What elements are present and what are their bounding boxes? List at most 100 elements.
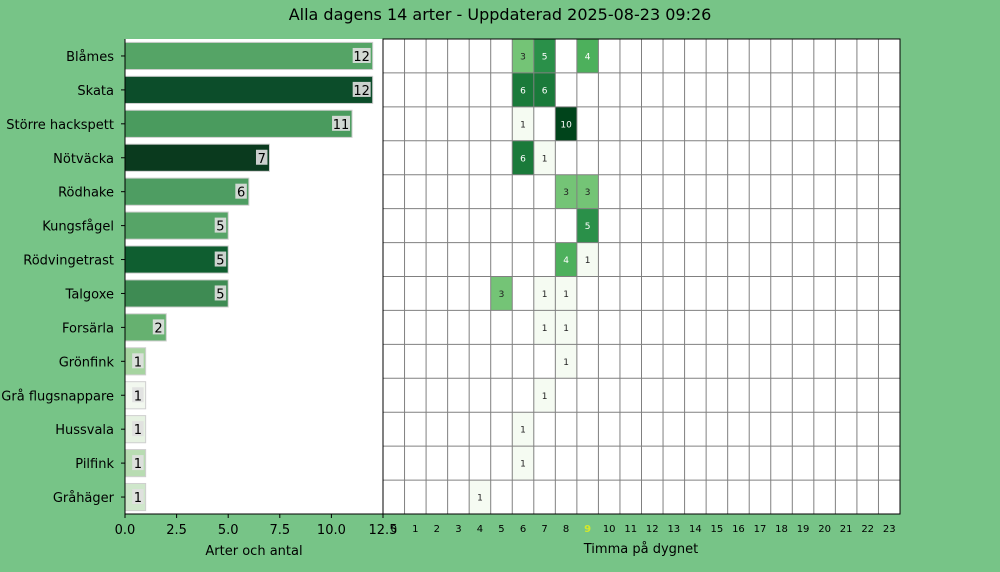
bar-x-tick-label: 7.5: [269, 523, 290, 538]
bar-value-label: 12: [353, 50, 370, 65]
heatmap-cell-label: 1: [520, 460, 526, 470]
heatmap-x-tick-label: 23: [883, 524, 896, 535]
heatmap-x-tick-label: 2: [434, 524, 440, 535]
heatmap-x-tick-label: 18: [775, 524, 788, 535]
heatmap-cell: [576, 174, 599, 209]
heatmap-x-tick-label: 15: [711, 524, 724, 535]
bar-value-box: [235, 183, 247, 199]
bar-y-tick-label: Grå flugsnappare: [1, 389, 114, 404]
bar-y-tick-label: Kungsfågel: [42, 220, 114, 235]
bar-value-box: [132, 387, 144, 403]
bar-y-tick-label: Grönfink: [59, 355, 115, 370]
bar-value-label: 1: [134, 423, 142, 438]
bar-value-box: [255, 149, 268, 165]
chart-title: Alla dagens 14 arter - Uppdaterad 2025-0…: [289, 5, 712, 24]
heatmap-x-tick-label: 16: [732, 524, 745, 535]
heatmap-cell: [512, 446, 534, 481]
heatmap-x-tick-label: 9: [584, 524, 591, 535]
heatmap-cell: [533, 39, 556, 73]
bar-value-label: 5: [216, 254, 224, 269]
bar-value-box: [132, 353, 144, 369]
heatmap-cell-label: 1: [477, 494, 483, 504]
bar-y-tick-label: Rödvingetrast: [23, 254, 114, 269]
heatmap-cell-label: 10: [560, 120, 572, 130]
bar-value-box: [132, 421, 144, 437]
bar-value-box: [132, 455, 144, 471]
heatmap-x-axis-label: Timma på dygnet: [583, 542, 698, 557]
heatmap-cell: [576, 208, 599, 243]
bar-y-tick-label: Rödhake: [58, 186, 114, 201]
bar: [124, 41, 374, 71]
heatmap-x-tick-label: 21: [840, 524, 853, 535]
bar-value-box: [214, 285, 227, 301]
heatmap-cell: [576, 242, 599, 277]
heatmap-x-tick-label: 12: [646, 524, 659, 535]
heatmap-cell-label: 6: [520, 86, 526, 96]
bar-value-box: [214, 251, 227, 267]
bar-y-tick-label: Pilfink: [75, 457, 114, 472]
bar-y-tick-label: Gråhäger: [53, 491, 115, 506]
heatmap-x-tick-label: 8: [563, 524, 569, 535]
bar-x-tick-label: 5.0: [218, 523, 239, 538]
bar: [124, 279, 229, 308]
bar-value-label: 5: [216, 287, 224, 302]
heatmap-cell-label: 4: [563, 256, 569, 266]
bar-value-label: 7: [258, 152, 266, 167]
heatmap-x-tick-label: 5: [498, 524, 504, 535]
heatmap-x-tick-label: 10: [603, 524, 616, 535]
bar: [124, 245, 229, 274]
bar-value-box: [214, 217, 227, 233]
heatmap-cell-label: 3: [585, 188, 591, 198]
heatmap-cell-label: 1: [563, 290, 569, 300]
heatmap-cell: [533, 276, 556, 311]
bar-value-box: [332, 115, 351, 131]
heatmap-x-tick-label: 0: [391, 524, 397, 535]
heatmap-x-tick-label: 14: [689, 524, 702, 535]
heatmap-x-tick-label: 17: [754, 524, 767, 535]
heatmap-frame: [382, 38, 901, 515]
heatmap-cell-label: 1: [520, 120, 526, 130]
heatmap-x-tick-label: 13: [667, 524, 680, 535]
heatmap-cell: [576, 39, 599, 73]
heatmap-cell-label: 1: [542, 290, 548, 300]
heatmap-x-tick-label: 6: [520, 524, 526, 535]
heatmap-cell: [512, 140, 534, 175]
heatmap-x-tick-label: 1: [412, 524, 418, 535]
heatmap-cell-label: 3: [563, 188, 569, 198]
bar-value-label: 1: [134, 389, 142, 404]
bar-y-tick-label: Blåmes: [66, 50, 114, 65]
bar: [124, 143, 270, 172]
heatmap-cell-label: 5: [542, 52, 548, 62]
heatmap-cell: [533, 310, 556, 345]
heatmap-cell: [555, 276, 577, 311]
bar-value-box: [352, 81, 371, 97]
bar-x-tick-label: 12.5: [369, 523, 398, 538]
bar-x-tick-label: 10.0: [317, 523, 346, 538]
heatmap-cell-label: 1: [520, 426, 526, 436]
heatmap-cell-label: 1: [563, 324, 569, 334]
heatmap-cell: [555, 242, 577, 277]
bar-value-box: [352, 47, 371, 63]
bar-value-label: 11: [333, 118, 350, 133]
bar-y-tick-label: Skata: [77, 84, 114, 99]
heatmap-cell: [555, 174, 577, 209]
bar-value-label: 1: [134, 457, 142, 472]
heatmap-x-tick-label: 11: [624, 524, 637, 535]
bar: [124, 109, 353, 138]
heatmap-cell: [533, 378, 556, 413]
heatmap-x-tick-label: 19: [797, 524, 810, 535]
bar: [124, 177, 250, 206]
bar-x-tick-label: 2.5: [166, 523, 187, 538]
bar: [124, 75, 374, 104]
heatmap-cell-label: 3: [499, 290, 505, 300]
heatmap-x-tick-label: 4: [477, 524, 483, 535]
bar-value-label: 12: [353, 84, 370, 99]
bar-x-axis-label: Arter och antal: [205, 544, 302, 559]
heatmap-cell-label: 3: [520, 52, 526, 62]
bar-y-tick-label: Talgoxe: [65, 287, 114, 302]
bar-value-box: [132, 489, 144, 505]
heatmap-cell-label: 1: [585, 256, 591, 266]
